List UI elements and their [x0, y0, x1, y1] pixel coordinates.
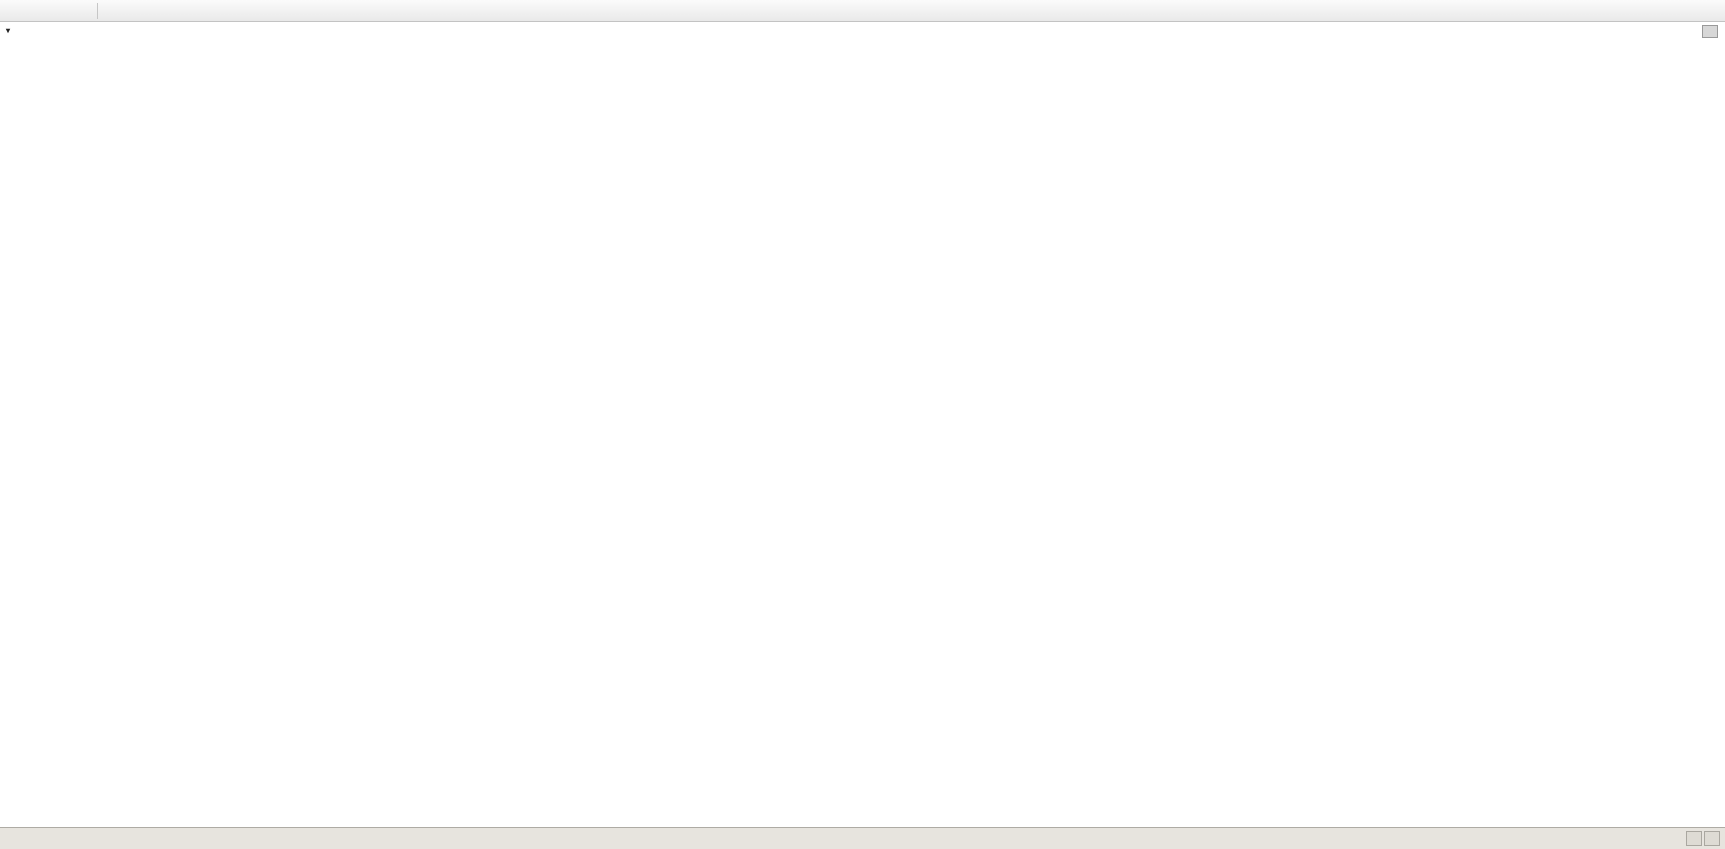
- text-cursor-button[interactable]: [49, 2, 69, 20]
- tab-scroll-left-button[interactable]: [1686, 831, 1702, 846]
- cycle-button[interactable]: [71, 2, 91, 20]
- chart-tabbar: [0, 827, 1725, 849]
- toolbar-separator: [97, 2, 98, 19]
- chart-corner-button[interactable]: [1702, 25, 1718, 38]
- toolbar: [0, 0, 1725, 22]
- chart-window[interactable]: ▾: [0, 22, 1725, 827]
- objects-list-button[interactable]: [5, 2, 25, 20]
- text-label-button[interactable]: [27, 2, 47, 20]
- tab-scroll-right-button[interactable]: [1704, 831, 1720, 846]
- tab-scroll-arrows: [1681, 828, 1725, 849]
- chart-canvas[interactable]: [0, 22, 1725, 827]
